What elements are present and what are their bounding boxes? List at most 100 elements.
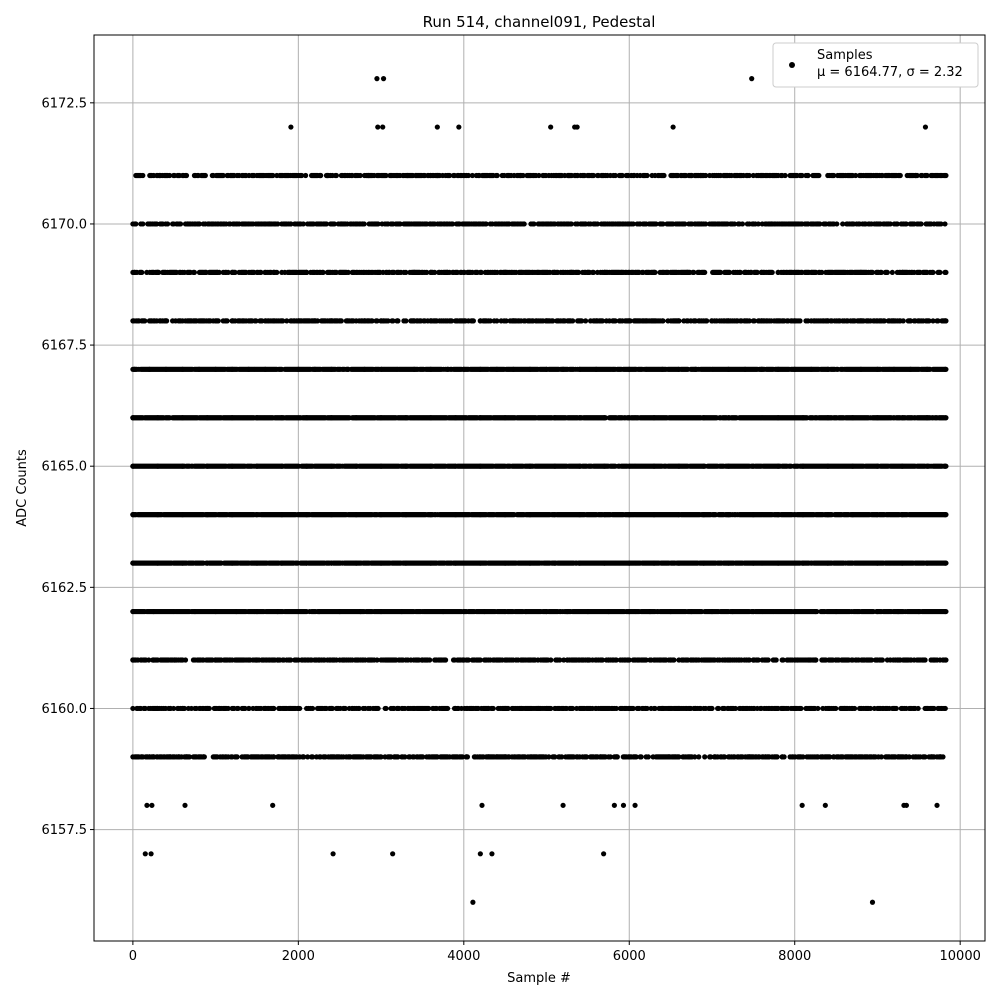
data-point <box>182 657 189 663</box>
data-point <box>333 657 339 663</box>
data-point <box>644 705 650 712</box>
data-point <box>374 76 380 82</box>
data-point <box>943 560 949 566</box>
data-point <box>620 802 627 808</box>
data-point <box>746 657 752 663</box>
data-point <box>271 705 277 712</box>
data-point <box>798 705 804 712</box>
data-point <box>470 899 476 905</box>
data-point <box>149 802 155 808</box>
data-point <box>499 657 505 663</box>
data-point <box>827 754 833 760</box>
data-point <box>380 76 387 82</box>
data-point <box>426 705 432 712</box>
data-point <box>142 705 148 712</box>
data-point <box>670 124 676 130</box>
data-point <box>709 705 715 712</box>
data-point <box>130 705 136 712</box>
data-point <box>906 754 912 760</box>
data-point <box>490 705 496 712</box>
data-point <box>395 754 401 760</box>
data-point <box>671 657 677 663</box>
data-point <box>780 657 786 663</box>
data-point <box>934 802 940 808</box>
data-point <box>943 657 949 663</box>
grid-lines <box>94 35 985 941</box>
data-point <box>225 705 231 712</box>
data-point <box>867 705 874 712</box>
data-point <box>721 754 728 760</box>
data-point <box>652 705 658 712</box>
data-point <box>309 705 316 712</box>
data-point <box>330 851 336 857</box>
data-point <box>420 754 426 760</box>
data-point <box>477 657 483 663</box>
data-point <box>402 754 408 760</box>
data-point <box>702 754 708 760</box>
data-point <box>922 754 928 760</box>
data-point <box>477 851 483 857</box>
data-point <box>374 657 380 663</box>
data-point <box>613 705 619 712</box>
data-point <box>148 851 154 857</box>
data-point <box>570 705 576 712</box>
data-point <box>638 754 644 760</box>
data-point <box>727 657 734 663</box>
data-point <box>548 705 554 712</box>
data-point <box>813 657 819 663</box>
data-point <box>459 754 466 760</box>
data-point <box>443 657 449 663</box>
data-point <box>676 754 682 760</box>
data-point <box>464 754 471 760</box>
data-point <box>186 754 193 760</box>
data-point <box>294 657 300 663</box>
data-point <box>559 754 565 760</box>
data-point <box>427 657 433 663</box>
data-point <box>765 657 771 663</box>
data-point <box>643 754 649 760</box>
data-point <box>142 851 148 857</box>
data-point <box>879 657 886 663</box>
data-point <box>599 657 606 663</box>
data-point <box>546 754 552 760</box>
data-point <box>708 754 714 760</box>
data-point <box>625 657 631 663</box>
data-point <box>773 657 779 663</box>
data-point <box>633 754 639 760</box>
data-point <box>552 754 558 760</box>
data-point <box>309 754 316 760</box>
data-point <box>922 657 928 663</box>
data-point <box>521 657 527 663</box>
data-point <box>931 705 937 712</box>
data-point <box>774 754 780 760</box>
data-point <box>355 657 361 663</box>
data-point <box>574 124 580 130</box>
data-point <box>583 754 590 760</box>
data-point <box>871 705 878 712</box>
data-point <box>868 657 875 663</box>
data-point <box>270 802 276 808</box>
data-point <box>630 705 636 712</box>
data-point <box>755 657 761 663</box>
data-point <box>181 705 188 712</box>
data-point <box>146 657 152 663</box>
data-point <box>288 657 294 663</box>
data-point <box>297 705 303 712</box>
data-point <box>489 851 495 857</box>
data-point <box>190 657 197 663</box>
data-point <box>601 851 607 857</box>
data-points <box>130 76 949 905</box>
data-point <box>246 705 252 712</box>
data-point <box>613 657 619 663</box>
data-point <box>170 705 177 712</box>
data-point <box>749 76 755 82</box>
data-point <box>375 705 381 712</box>
data-point <box>301 754 307 760</box>
data-point <box>799 802 805 808</box>
data-point <box>607 754 613 760</box>
data-point <box>444 705 451 712</box>
chart-title: Run 514, channel091, Pedestal <box>423 13 656 31</box>
data-point <box>388 754 394 760</box>
data-point <box>852 705 858 712</box>
